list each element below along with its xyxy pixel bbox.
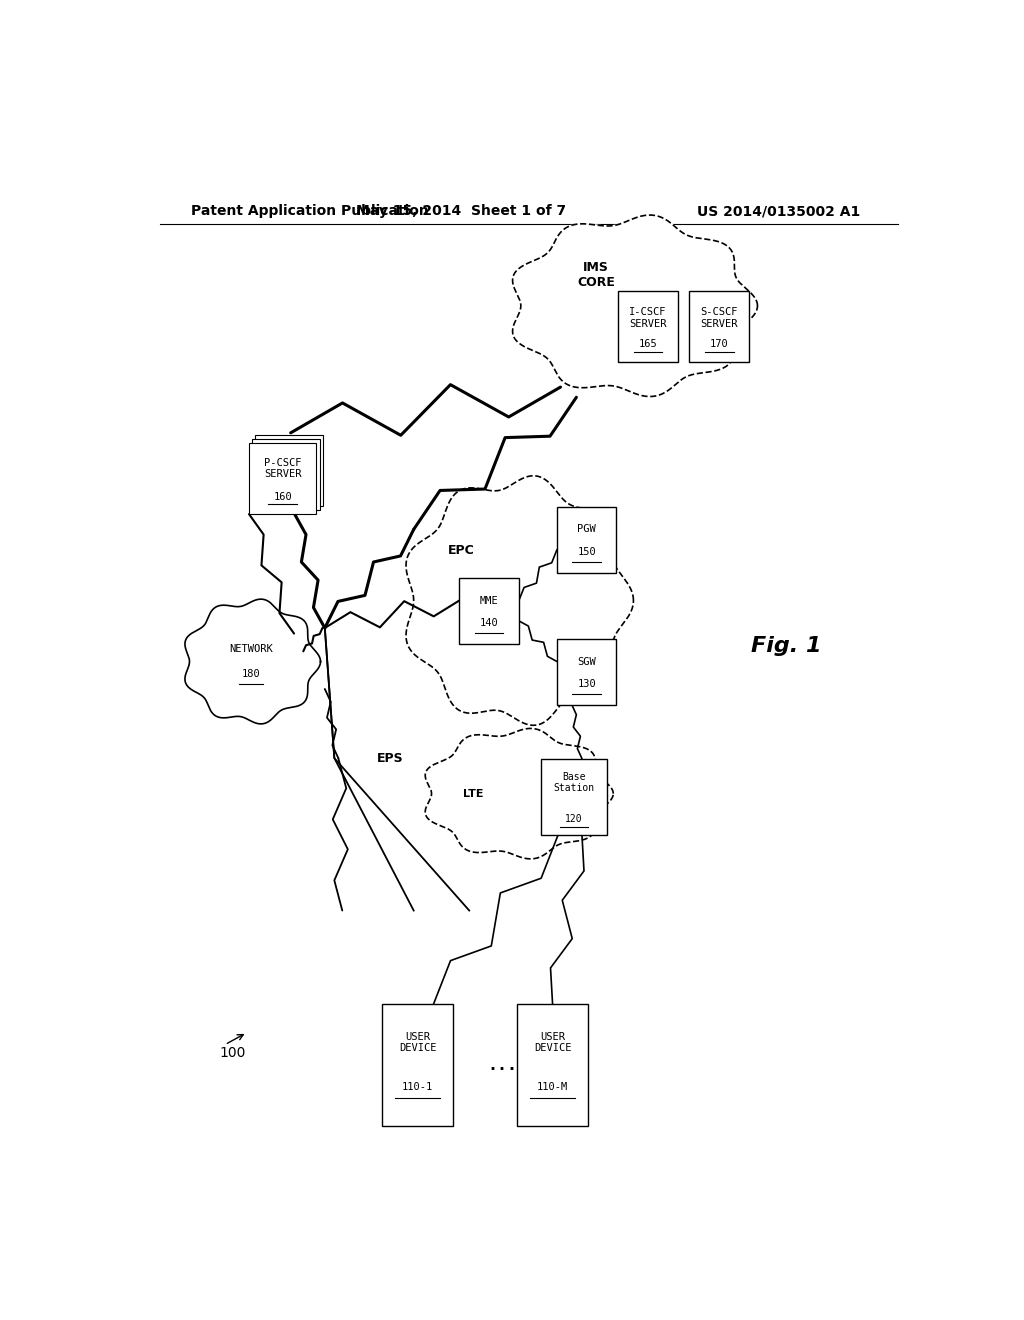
FancyBboxPatch shape <box>517 1005 588 1126</box>
Text: 100: 100 <box>219 1045 246 1060</box>
Text: 170: 170 <box>710 339 729 350</box>
FancyBboxPatch shape <box>255 434 323 506</box>
Text: 150: 150 <box>578 546 596 557</box>
Text: 110-M: 110-M <box>537 1082 568 1093</box>
Polygon shape <box>425 729 613 859</box>
Text: S-CSCF
SERVER: S-CSCF SERVER <box>700 308 738 329</box>
Text: 120: 120 <box>565 814 583 824</box>
Text: Fig. 1: Fig. 1 <box>752 636 822 656</box>
FancyBboxPatch shape <box>557 639 616 705</box>
Text: 130: 130 <box>578 678 596 689</box>
Text: MME: MME <box>479 595 499 606</box>
FancyBboxPatch shape <box>460 578 519 644</box>
FancyBboxPatch shape <box>618 290 678 362</box>
Text: NETWORK: NETWORK <box>229 644 272 655</box>
Text: P-CSCF
SERVER: P-CSCF SERVER <box>264 458 301 479</box>
Text: 110-1: 110-1 <box>402 1082 433 1093</box>
Polygon shape <box>407 475 634 725</box>
Text: US 2014/0135002 A1: US 2014/0135002 A1 <box>697 205 860 218</box>
Text: USER
DEVICE: USER DEVICE <box>399 1032 436 1053</box>
FancyBboxPatch shape <box>557 507 616 573</box>
FancyBboxPatch shape <box>689 290 749 362</box>
Text: 180: 180 <box>242 669 260 678</box>
FancyBboxPatch shape <box>542 759 606 834</box>
FancyBboxPatch shape <box>382 1005 454 1126</box>
Text: IMS
CORE: IMS CORE <box>578 261 615 289</box>
Text: PGW: PGW <box>578 524 596 535</box>
FancyBboxPatch shape <box>249 444 316 515</box>
Text: I-CSCF
SERVER: I-CSCF SERVER <box>629 308 667 329</box>
Text: Base
Station: Base Station <box>553 772 595 793</box>
Text: May 15, 2014  Sheet 1 of 7: May 15, 2014 Sheet 1 of 7 <box>356 205 566 218</box>
Text: 160: 160 <box>273 492 292 502</box>
Text: 140: 140 <box>479 618 499 628</box>
Text: Patent Application Publication: Patent Application Publication <box>191 205 429 218</box>
Polygon shape <box>513 215 758 396</box>
Text: EPC: EPC <box>447 544 475 557</box>
Text: ...: ... <box>487 1056 517 1074</box>
FancyBboxPatch shape <box>252 440 319 510</box>
Text: USER
DEVICE: USER DEVICE <box>534 1032 571 1053</box>
Text: LTE: LTE <box>463 788 483 799</box>
Text: 165: 165 <box>638 339 657 350</box>
Text: SGW: SGW <box>578 656 596 667</box>
Text: EPS: EPS <box>377 751 403 764</box>
Polygon shape <box>185 599 321 723</box>
